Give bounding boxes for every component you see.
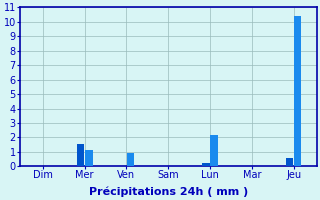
Bar	[127, 153, 134, 166]
Bar	[202, 163, 210, 166]
Bar	[77, 144, 84, 166]
Bar	[294, 16, 301, 166]
Bar	[211, 135, 218, 166]
Bar	[85, 150, 92, 166]
Bar	[286, 158, 293, 166]
X-axis label: Précipitations 24h ( mm ): Précipitations 24h ( mm )	[89, 186, 248, 197]
